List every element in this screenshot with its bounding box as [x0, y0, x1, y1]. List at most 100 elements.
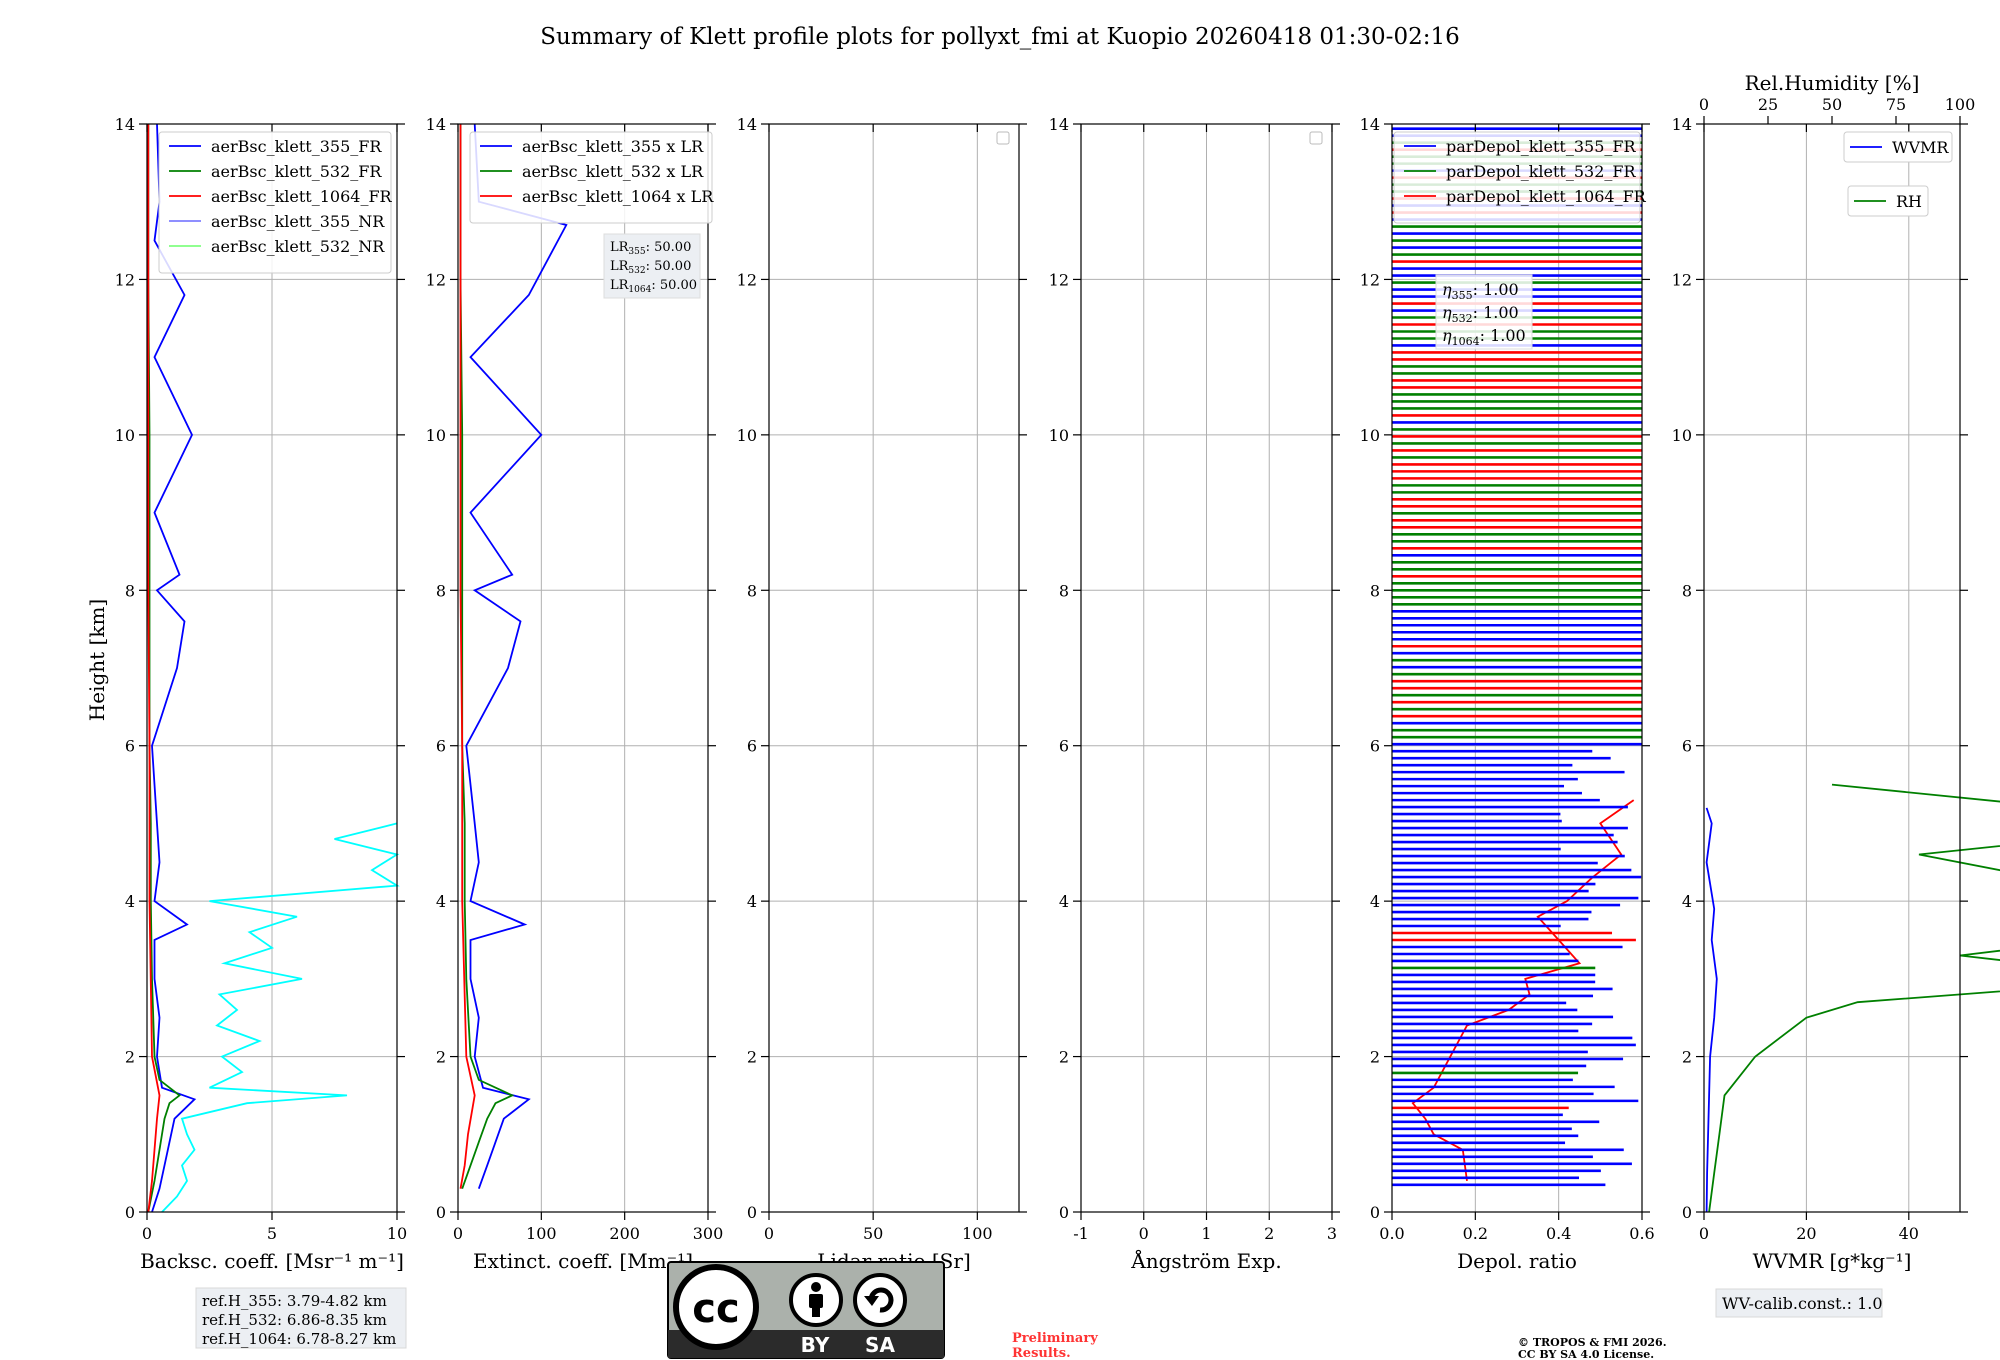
- empty-legend-box: [996, 131, 1010, 145]
- x-tick-label: 0: [1699, 1224, 1709, 1243]
- x-tick-label: 2: [1264, 1224, 1274, 1243]
- x-tick-label: 20: [1796, 1224, 1816, 1243]
- x-tick-label: 200: [609, 1224, 640, 1243]
- series-line-RH: [1708, 783, 2000, 1213]
- series-line-WVMR: [1705, 807, 1718, 1213]
- eta-entry: η1064: 1.00: [1442, 326, 1526, 348]
- cc-icon: cc: [692, 1286, 739, 1332]
- series-line-aerBsc_klett_1064_FR: [147, 124, 161, 1213]
- y-tick-label: 0: [1059, 1203, 1069, 1222]
- x-tick-label: 50: [863, 1224, 883, 1243]
- legend-entry: parDepol_klett_532_FR: [1446, 162, 1637, 181]
- copyright-line-2: CC BY SA 4.0 License.: [1518, 1348, 1654, 1360]
- y-tick-label: 0: [1682, 1203, 1692, 1222]
- y-tick-label: 14: [1049, 115, 1069, 134]
- series-line-aerBsc_klett_532_FR: [147, 124, 181, 1213]
- x-axis-label: WVMR [g*kg⁻¹]: [1753, 1249, 1912, 1273]
- axes-frame: [1391, 123, 1643, 1213]
- by-label: BY: [801, 1333, 830, 1357]
- y-tick-label: 10: [1049, 426, 1069, 445]
- x-tick-label: 1: [1201, 1224, 1211, 1243]
- y-tick-label: 4: [1370, 892, 1380, 911]
- y-tick-label: 12: [1672, 270, 1692, 289]
- lr-entry: LR1064: 50.00: [610, 278, 697, 295]
- legend-entry: parDepol_klett_1064_FR: [1446, 187, 1647, 206]
- top-tick-label: 100: [1945, 95, 1976, 114]
- axes-frame: [457, 123, 709, 1213]
- y-tick-label: 6: [436, 737, 446, 756]
- eta-entry: η532: 1.00: [1442, 303, 1519, 325]
- y-tick-label: 10: [737, 426, 757, 445]
- series-line-aerBsc_klett_355_FR: [151, 123, 197, 1213]
- y-tick-label: 0: [747, 1203, 757, 1222]
- x-tick-label: 0.0: [1379, 1224, 1404, 1243]
- legend-entry: WVMR: [1892, 138, 1949, 157]
- x-tick-label: 5: [267, 1224, 277, 1243]
- legend-box: [1393, 131, 1641, 224]
- lr-entry: LR355: 50.00: [610, 240, 691, 257]
- y-tick-label: 14: [1672, 115, 1692, 134]
- y-tick-label: 10: [1672, 426, 1692, 445]
- y-tick-label: 4: [1059, 892, 1069, 911]
- x-tick-label: 100: [526, 1224, 557, 1243]
- x-tick-label: 300: [693, 1224, 724, 1243]
- legend-entry: aerBsc_klett_1064 x LR: [522, 187, 714, 206]
- y-axis-label: Height [km]: [85, 599, 109, 721]
- figure-title: Summary of Klett profile plots for polly…: [540, 24, 1459, 50]
- y-tick-label: 14: [426, 115, 446, 134]
- axes-frame: [768, 123, 1020, 1213]
- lr-entry: LR532: 50.00: [610, 259, 691, 276]
- y-tick-label: 0: [1370, 1203, 1380, 1222]
- x-tick-label: 0: [764, 1224, 774, 1243]
- legend-entry: aerBsc_klett_532_NR: [211, 237, 385, 256]
- series-line-532 x LR: [459, 124, 515, 1190]
- top-axis-label: Rel.Humidity [%]: [1745, 71, 1920, 95]
- y-tick-label: 0: [125, 1203, 135, 1222]
- lr-box: [603, 233, 701, 299]
- legend-entry: aerBsc_klett_532_FR: [211, 162, 382, 181]
- y-tick-label: 6: [1059, 737, 1069, 756]
- x-tick-label: 10: [387, 1224, 407, 1243]
- panel-wvmr: 0 20 40 0 2 4 6 8 10 12 14 WVMR [g*kg⁻¹] 0 25 50 75 100 R…: [1672, 71, 2000, 1273]
- preliminary-label-1: Preliminary: [1012, 1331, 1098, 1346]
- x-tick-label: 0.6: [1629, 1224, 1654, 1243]
- wv-calib-box: WV-calib.const.: 1.0: [1715, 1288, 1883, 1318]
- legend-entry: aerBsc_klett_355_NR: [211, 212, 385, 231]
- panel-lidar_ratio: 05010002468101214Lidar ratio [Sr]: [737, 115, 1027, 1273]
- y-tick-label: 8: [747, 581, 757, 600]
- y-tick-label: 2: [436, 1048, 446, 1067]
- y-tick-label: 8: [125, 581, 135, 600]
- y-tick-label: 12: [1360, 270, 1380, 289]
- legend-entry: aerBsc_klett_355 x LR: [522, 137, 704, 156]
- x-tick-label: 0.4: [1546, 1224, 1571, 1243]
- legend-entry: RH: [1896, 192, 1922, 211]
- x-tick-label: 100: [962, 1224, 993, 1243]
- y-tick-label: 2: [1682, 1048, 1692, 1067]
- y-tick-label: 2: [1370, 1048, 1380, 1067]
- legend-entry: aerBsc_klett_355_FR: [211, 137, 382, 156]
- y-tick-label: 10: [1360, 426, 1380, 445]
- y-tick-label: 14: [1360, 115, 1380, 134]
- y-tick-label: 4: [125, 892, 135, 911]
- x-axis-label: Backsc. coeff. [Msr⁻¹ m⁻¹]: [140, 1249, 404, 1273]
- y-tick-label: 2: [747, 1048, 757, 1067]
- wv-calib-const: WV-calib.const.: 1.0: [1722, 1294, 1883, 1313]
- top-tick-label: 75: [1886, 95, 1906, 114]
- legend-entry: parDepol_klett_355_FR: [1446, 137, 1637, 156]
- sa-label: SA: [865, 1333, 895, 1357]
- x-axis-label: Extinct. coeff. [Mm⁻¹]: [473, 1249, 693, 1273]
- series-line-355 x LR: [465, 123, 568, 1190]
- x-tick-label: 0.2: [1463, 1224, 1488, 1243]
- panel-depol: 0.0 0.2 0.4 0.6 0 2 4 6 8 10 12 14 Depol. ratio parDe…: [1360, 115, 1655, 1273]
- y-tick-label: 6: [747, 737, 757, 756]
- cc-license-badge: cc BY SA: [667, 1261, 945, 1359]
- ref-height-532: ref.H_532: 6.86-8.35 km: [202, 1311, 387, 1329]
- eta-entry: η355: 1.00: [1442, 280, 1519, 302]
- top-tick-label: 25: [1758, 95, 1778, 114]
- y-tick-label: 2: [125, 1048, 135, 1067]
- person-icon: [809, 1282, 823, 1317]
- share-alike-icon: [864, 1287, 894, 1313]
- x-tick-label: 40: [1899, 1224, 1919, 1243]
